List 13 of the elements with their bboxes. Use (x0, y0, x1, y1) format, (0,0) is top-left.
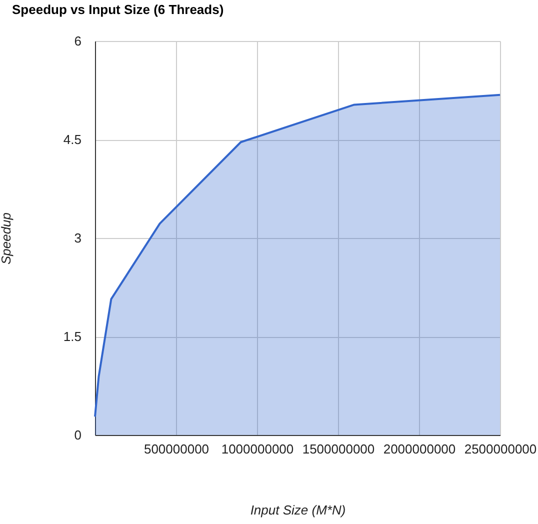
x-axis-title: Input Size (M*N) (250, 502, 346, 518)
y-tick-label: 6 (74, 34, 82, 48)
y-tick-label: 0 (74, 428, 82, 442)
x-tick-label: 2500000000 (464, 442, 537, 456)
x-tick-label: 1500000000 (302, 442, 375, 456)
x-tick-label: 1000000000 (221, 442, 294, 456)
y-tick-label: 4.5 (63, 132, 82, 147)
y-axis-title: Speedup (0, 212, 14, 265)
x-tick-label: 2000000000 (383, 442, 456, 456)
y-tick-label: 1.5 (63, 329, 82, 344)
chart-title: Speedup vs Input Size (6 Threads) (12, 2, 224, 17)
y-tick-label: 3 (74, 230, 82, 246)
x-tick-label: 500000000 (144, 442, 210, 456)
